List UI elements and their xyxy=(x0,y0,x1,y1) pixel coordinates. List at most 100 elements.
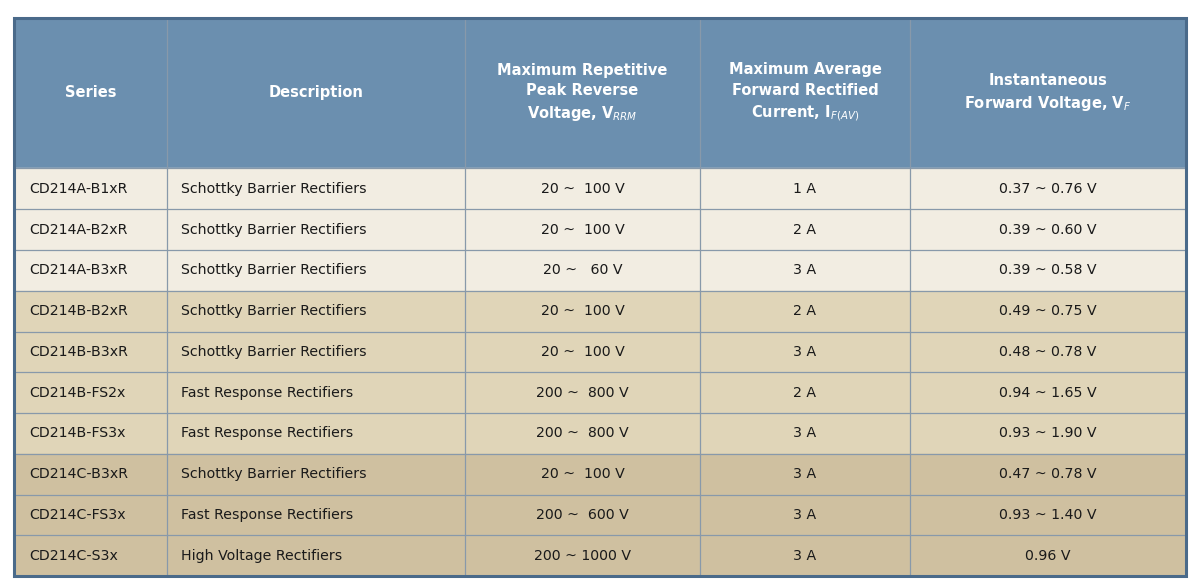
Text: Fast Response Rectifiers: Fast Response Rectifiers xyxy=(181,426,353,441)
Bar xyxy=(466,250,700,291)
Text: Fast Response Rectifiers: Fast Response Rectifiers xyxy=(181,508,353,522)
Text: 0.39 ~ 0.60 V: 0.39 ~ 0.60 V xyxy=(1000,222,1097,236)
Text: 0.48 ~ 0.78 V: 0.48 ~ 0.78 V xyxy=(1000,345,1097,359)
Bar xyxy=(911,454,1186,495)
Text: CD214B-B2xR: CD214B-B2xR xyxy=(29,304,127,318)
Bar xyxy=(167,168,466,209)
Bar xyxy=(466,168,700,209)
Text: 2 A: 2 A xyxy=(793,304,816,318)
Text: 0.96 V: 0.96 V xyxy=(1025,549,1070,563)
Bar xyxy=(700,18,911,168)
Bar xyxy=(466,495,700,535)
Text: Fast Response Rectifiers: Fast Response Rectifiers xyxy=(181,386,353,400)
Text: 0.93 ~ 1.90 V: 0.93 ~ 1.90 V xyxy=(1000,426,1097,441)
Text: 2 A: 2 A xyxy=(793,222,816,236)
Bar xyxy=(466,535,700,576)
Text: CD214B-FS2x: CD214B-FS2x xyxy=(29,386,125,400)
Bar xyxy=(911,332,1186,372)
Bar xyxy=(14,454,167,495)
Bar xyxy=(911,372,1186,413)
Text: 0.37 ~ 0.76 V: 0.37 ~ 0.76 V xyxy=(1000,182,1097,196)
Text: 20 ~  100 V: 20 ~ 100 V xyxy=(540,182,624,196)
Bar xyxy=(167,535,466,576)
Bar xyxy=(911,250,1186,291)
Bar xyxy=(466,413,700,454)
Bar xyxy=(167,413,466,454)
Text: 20 ~  100 V: 20 ~ 100 V xyxy=(540,222,624,236)
Text: 0.49 ~ 0.75 V: 0.49 ~ 0.75 V xyxy=(1000,304,1097,318)
Text: CD214A-B1xR: CD214A-B1xR xyxy=(29,182,127,196)
Bar xyxy=(911,413,1186,454)
Bar xyxy=(466,372,700,413)
Text: High Voltage Rectifiers: High Voltage Rectifiers xyxy=(181,549,342,563)
Bar xyxy=(167,454,466,495)
Bar xyxy=(911,495,1186,535)
Bar xyxy=(167,18,466,168)
Text: CD214A-B3xR: CD214A-B3xR xyxy=(29,263,127,277)
Bar xyxy=(700,454,911,495)
Text: Schottky Barrier Rectifiers: Schottky Barrier Rectifiers xyxy=(181,304,367,318)
Text: 3 A: 3 A xyxy=(793,467,816,481)
Text: Instantaneous
Forward Voltage, V$_{F}$: Instantaneous Forward Voltage, V$_{F}$ xyxy=(965,73,1132,113)
Bar xyxy=(14,291,167,332)
Text: CD214A-B2xR: CD214A-B2xR xyxy=(29,222,127,236)
Text: Schottky Barrier Rectifiers: Schottky Barrier Rectifiers xyxy=(181,263,367,277)
Text: 20 ~  100 V: 20 ~ 100 V xyxy=(540,304,624,318)
Text: 1 A: 1 A xyxy=(793,182,816,196)
Bar xyxy=(911,168,1186,209)
Bar xyxy=(167,291,466,332)
Text: 200 ~  600 V: 200 ~ 600 V xyxy=(536,508,629,522)
Text: Schottky Barrier Rectifiers: Schottky Barrier Rectifiers xyxy=(181,467,367,481)
Text: 3 A: 3 A xyxy=(793,549,816,563)
Bar xyxy=(911,535,1186,576)
Bar xyxy=(466,454,700,495)
Bar xyxy=(911,209,1186,250)
Text: 20 ~   60 V: 20 ~ 60 V xyxy=(542,263,622,277)
Text: 200 ~ 1000 V: 200 ~ 1000 V xyxy=(534,549,631,563)
Text: CD214B-FS3x: CD214B-FS3x xyxy=(29,426,125,441)
Text: 3 A: 3 A xyxy=(793,508,816,522)
Bar xyxy=(466,209,700,250)
Text: 0.47 ~ 0.78 V: 0.47 ~ 0.78 V xyxy=(1000,467,1097,481)
Text: Series: Series xyxy=(65,85,116,101)
Bar xyxy=(14,209,167,250)
Bar xyxy=(14,535,167,576)
Text: 200 ~  800 V: 200 ~ 800 V xyxy=(536,386,629,400)
Text: CD214B-B3xR: CD214B-B3xR xyxy=(29,345,127,359)
Text: 0.39 ~ 0.58 V: 0.39 ~ 0.58 V xyxy=(1000,263,1097,277)
Text: 3 A: 3 A xyxy=(793,345,816,359)
Text: CD214C-FS3x: CD214C-FS3x xyxy=(29,508,126,522)
Bar xyxy=(167,372,466,413)
Bar xyxy=(700,332,911,372)
Bar xyxy=(167,209,466,250)
Bar xyxy=(167,332,466,372)
Text: 2 A: 2 A xyxy=(793,386,816,400)
Text: CD214C-B3xR: CD214C-B3xR xyxy=(29,467,128,481)
Bar xyxy=(466,291,700,332)
Text: 20 ~  100 V: 20 ~ 100 V xyxy=(540,467,624,481)
Bar xyxy=(700,372,911,413)
Bar xyxy=(700,168,911,209)
Bar xyxy=(14,168,167,209)
Text: Schottky Barrier Rectifiers: Schottky Barrier Rectifiers xyxy=(181,222,367,236)
Text: Schottky Barrier Rectifiers: Schottky Barrier Rectifiers xyxy=(181,345,367,359)
Bar xyxy=(14,332,167,372)
Bar xyxy=(700,250,911,291)
Bar xyxy=(911,291,1186,332)
Text: 3 A: 3 A xyxy=(793,263,816,277)
Bar xyxy=(14,250,167,291)
Bar xyxy=(14,372,167,413)
Bar xyxy=(14,18,167,168)
Bar xyxy=(700,291,911,332)
Text: 0.93 ~ 1.40 V: 0.93 ~ 1.40 V xyxy=(1000,508,1097,522)
Text: 20 ~  100 V: 20 ~ 100 V xyxy=(540,345,624,359)
Bar xyxy=(14,495,167,535)
Text: Schottky Barrier Rectifiers: Schottky Barrier Rectifiers xyxy=(181,182,367,196)
Bar xyxy=(911,18,1186,168)
Text: Maximum Average
Forward Rectified
Current, I$_{F(AV)}$: Maximum Average Forward Rectified Curren… xyxy=(728,63,881,123)
Text: 3 A: 3 A xyxy=(793,426,816,441)
Bar xyxy=(700,535,911,576)
Text: CD214C-S3x: CD214C-S3x xyxy=(29,549,118,563)
Bar xyxy=(167,495,466,535)
Bar xyxy=(466,332,700,372)
